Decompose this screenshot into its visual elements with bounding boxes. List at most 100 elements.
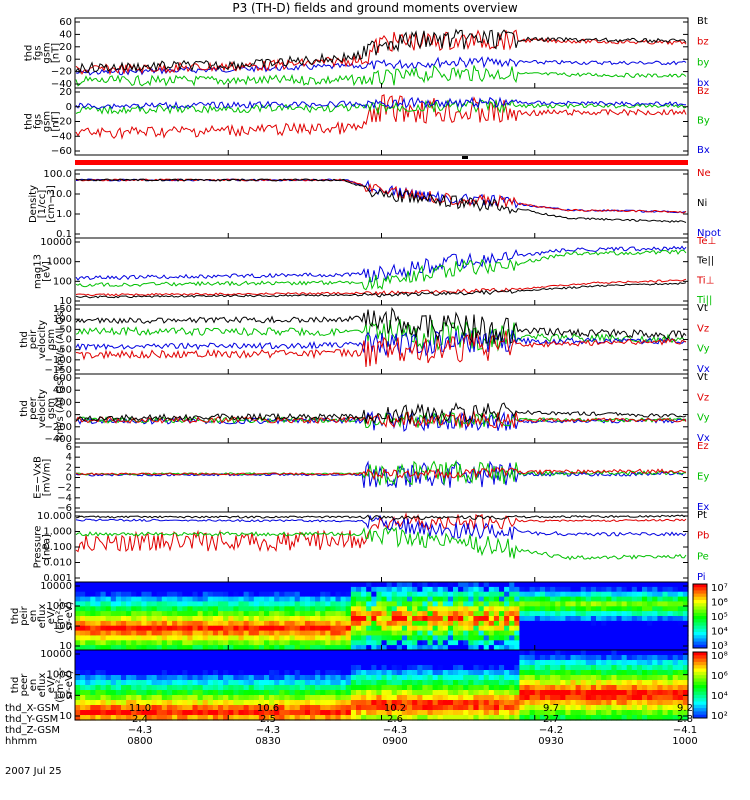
spectrogram-cell	[621, 680, 628, 686]
spectrogram-cell	[442, 685, 449, 691]
spectrogram-cell	[289, 650, 296, 656]
spectrogram-cell	[366, 640, 372, 646]
spectrogram-cell	[667, 660, 674, 666]
spectrogram-cell	[437, 606, 444, 612]
spectrogram-cell	[238, 670, 245, 676]
spectrogram-cell	[509, 606, 515, 612]
spectrogram-cell	[248, 690, 255, 696]
panel-frame	[74, 17, 689, 89]
spectrogram-cell	[310, 601, 316, 607]
spectrogram-cell	[95, 582, 102, 588]
spectrogram-cell	[80, 601, 86, 607]
spectrogram-cell	[499, 685, 505, 691]
spectrogram-cell	[325, 675, 331, 681]
spectrogram-cell	[647, 680, 653, 686]
spectrogram-cell	[115, 586, 122, 593]
spectrogram-cell	[519, 650, 526, 656]
spectrogram-cell	[596, 705, 602, 711]
spectrogram-cell	[565, 665, 572, 671]
spectrogram-cell	[253, 586, 260, 593]
spectrogram-cell	[356, 582, 362, 588]
spectrogram-cell	[519, 640, 526, 646]
spectrogram-cell	[407, 596, 413, 603]
spectrogram-cell	[529, 591, 536, 598]
spectrogram-cell	[657, 710, 664, 716]
spectrogram-cell	[177, 655, 183, 661]
spectrogram-cell	[585, 700, 592, 706]
spectrogram-cell	[202, 601, 209, 607]
spectrogram-cell	[401, 690, 408, 696]
spectrogram-cell	[366, 675, 372, 681]
spectrogram-cell	[590, 665, 597, 671]
spectrogram-cell	[218, 665, 224, 671]
spectrogram-cell	[284, 645, 291, 651]
spectrogram-cell	[611, 715, 618, 721]
spectrogram-cell	[325, 606, 331, 612]
spectrogram-cell	[228, 591, 234, 598]
spectrogram-cell	[121, 606, 127, 612]
spectrogram-cell	[253, 665, 260, 671]
spectrogram-cell	[417, 650, 423, 656]
spectrogram-cell	[366, 620, 372, 627]
spectrogram-cell	[432, 650, 439, 656]
spectrogram-cell	[468, 596, 474, 603]
spectrogram-cell	[345, 650, 352, 656]
spectrogram-cell	[187, 695, 194, 701]
y-tick-label: 10000	[40, 649, 72, 660]
series-line	[75, 249, 687, 291]
spectrogram-cell	[647, 695, 653, 701]
spectrogram-cell	[177, 596, 183, 603]
spectrogram-cell	[299, 596, 306, 603]
spectrogram-cell	[560, 645, 566, 651]
spectrogram-cell	[483, 680, 490, 686]
spectrogram-cell	[478, 655, 485, 661]
spectrogram-cell	[207, 710, 214, 716]
colorbar-label: 10⁴	[711, 627, 728, 638]
colorbar-segment	[693, 638, 707, 643]
spectrogram-cell	[85, 705, 91, 711]
spectrogram-cell	[182, 665, 188, 671]
spectrogram-cell	[647, 685, 653, 691]
spectrogram-cell	[315, 611, 321, 617]
spectrogram-cell	[100, 586, 107, 593]
spectrogram-cell	[417, 625, 423, 632]
spectrogram-cell	[187, 675, 194, 681]
spectrogram-cell	[376, 690, 383, 696]
spectrogram-cell	[606, 620, 612, 627]
spectrogram-cell	[335, 620, 342, 627]
spectrogram-cell	[437, 665, 444, 671]
spectrogram-cell	[437, 582, 444, 588]
spectrogram-cell	[330, 655, 337, 661]
spectrogram-cell	[345, 680, 352, 686]
spectrogram-cell	[253, 660, 260, 666]
y-axis-label-line: eflux	[37, 604, 48, 629]
spectrogram-cell	[294, 685, 301, 691]
spectrogram-cell	[350, 670, 357, 676]
spectrogram-cell	[519, 680, 526, 686]
spectrogram-cell	[529, 582, 536, 588]
spectrogram-cell	[514, 715, 520, 721]
spectrogram-cell	[85, 635, 91, 641]
spectrogram-cell	[350, 630, 357, 637]
spectrogram-cell	[315, 670, 321, 676]
y-tick-label: 1000	[47, 670, 72, 681]
spectrogram-cell	[299, 611, 306, 617]
spectrogram-cell	[161, 660, 168, 666]
spectrogram-cell	[509, 705, 515, 711]
spectrogram-cell	[509, 710, 515, 716]
spectrogram-cell	[258, 640, 265, 646]
spectrogram-cell	[182, 591, 188, 598]
spectrogram-cell	[672, 660, 679, 666]
spectrogram-cell	[371, 601, 377, 607]
spectrogram-cell	[228, 606, 234, 612]
spectrogram-cell	[427, 680, 434, 686]
spectrogram-cell	[391, 630, 398, 637]
spectrogram-cell	[182, 655, 188, 661]
y-axis-label-line: gsm	[42, 42, 53, 63]
spectrogram-cell	[386, 690, 393, 696]
spectrogram-cell	[524, 620, 531, 627]
spectrogram-cell	[115, 640, 122, 646]
spectrogram-cell	[376, 616, 383, 622]
spectrogram-cell	[458, 640, 464, 646]
spectrogram-cell	[534, 700, 541, 706]
